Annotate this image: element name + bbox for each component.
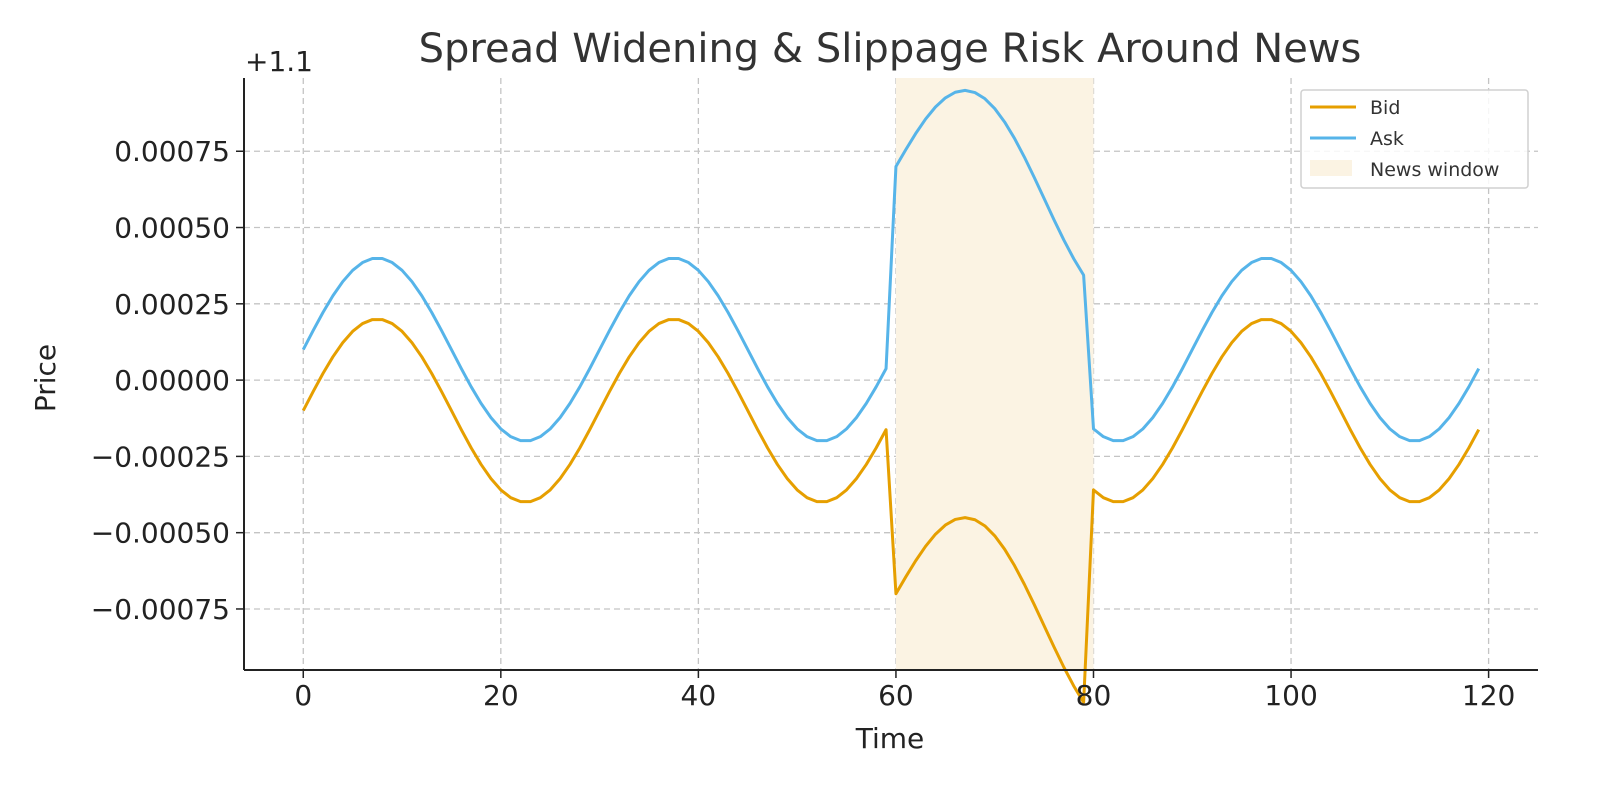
- x-tick-label: 60: [878, 679, 914, 712]
- legend-bid-label: Bid: [1370, 97, 1400, 119]
- legend-news-swatch: [1310, 160, 1352, 176]
- y-offset-label: +1.1: [245, 45, 313, 78]
- legend: Bid Ask News window: [1300, 89, 1529, 189]
- chart-title: Spread Widening & Slippage Risk Around N…: [419, 26, 1362, 72]
- legend-frame: [1300, 89, 1529, 189]
- y-axis-title: Price: [29, 344, 62, 412]
- x-tick-label: 80: [1076, 679, 1112, 712]
- y-tick-label: −0.00050: [91, 517, 230, 550]
- y-tick-label: 0.00025: [114, 288, 230, 321]
- x-tick-label: 20: [483, 679, 519, 712]
- x-axis-title: Time: [855, 722, 925, 755]
- axes: [236, 78, 1538, 678]
- y-tick-label: 0.00000: [114, 364, 230, 397]
- tick-labels: 0 20 40 60 80 100 120 0.00075 0.00050 0.00025 0.00…: [91, 135, 1516, 712]
- y-tick-label: 0.00050: [114, 212, 230, 245]
- x-tick-label: 0: [294, 679, 312, 712]
- series-line-bid: [301, 318, 1481, 704]
- news-window-band: [895, 78, 1094, 670]
- series-layer: [301, 88, 1481, 704]
- y-tick-label: −0.00075: [91, 593, 230, 626]
- legend-ask-label: Ask: [1370, 128, 1404, 150]
- series-line-ask: [301, 88, 1481, 443]
- x-tick-label: 40: [681, 679, 717, 712]
- legend-news-label: News window: [1370, 159, 1499, 181]
- y-tick-label: −0.00025: [91, 440, 230, 473]
- x-tick-label: 120: [1462, 679, 1515, 712]
- y-tick-label: 0.00075: [114, 135, 230, 168]
- x-tick-label: 100: [1264, 679, 1317, 712]
